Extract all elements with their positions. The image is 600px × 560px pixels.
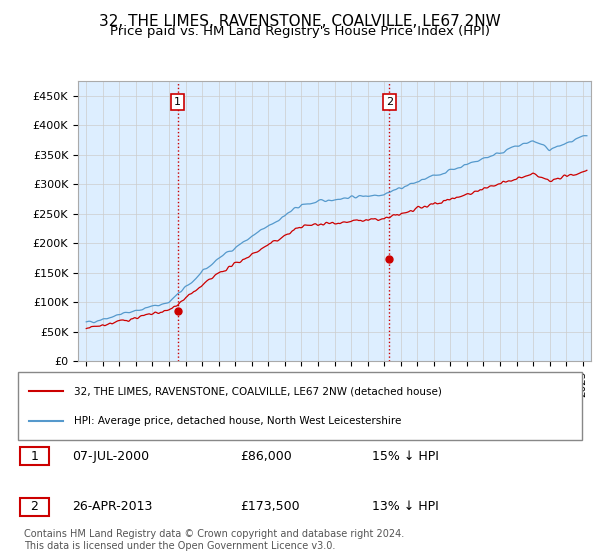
Text: £86,000: £86,000 bbox=[240, 450, 292, 463]
Text: 26-APR-2013: 26-APR-2013 bbox=[72, 500, 152, 514]
Text: £173,500: £173,500 bbox=[240, 500, 299, 514]
Text: 13% ↓ HPI: 13% ↓ HPI bbox=[372, 500, 439, 514]
Text: 2: 2 bbox=[386, 97, 393, 107]
Text: 1: 1 bbox=[31, 450, 38, 463]
Text: 07-JUL-2000: 07-JUL-2000 bbox=[72, 450, 149, 463]
Text: Contains HM Land Registry data © Crown copyright and database right 2024.
This d: Contains HM Land Registry data © Crown c… bbox=[24, 529, 404, 551]
Text: 2: 2 bbox=[31, 500, 38, 514]
Text: 32, THE LIMES, RAVENSTONE, COALVILLE, LE67 2NW: 32, THE LIMES, RAVENSTONE, COALVILLE, LE… bbox=[99, 14, 501, 29]
FancyBboxPatch shape bbox=[18, 372, 582, 440]
FancyBboxPatch shape bbox=[20, 447, 49, 465]
Text: 15% ↓ HPI: 15% ↓ HPI bbox=[372, 450, 439, 463]
Text: 1: 1 bbox=[174, 97, 181, 107]
FancyBboxPatch shape bbox=[20, 498, 49, 516]
Text: Price paid vs. HM Land Registry's House Price Index (HPI): Price paid vs. HM Land Registry's House … bbox=[110, 25, 490, 38]
Text: 32, THE LIMES, RAVENSTONE, COALVILLE, LE67 2NW (detached house): 32, THE LIMES, RAVENSTONE, COALVILLE, LE… bbox=[74, 386, 442, 396]
Text: HPI: Average price, detached house, North West Leicestershire: HPI: Average price, detached house, Nort… bbox=[74, 416, 402, 426]
